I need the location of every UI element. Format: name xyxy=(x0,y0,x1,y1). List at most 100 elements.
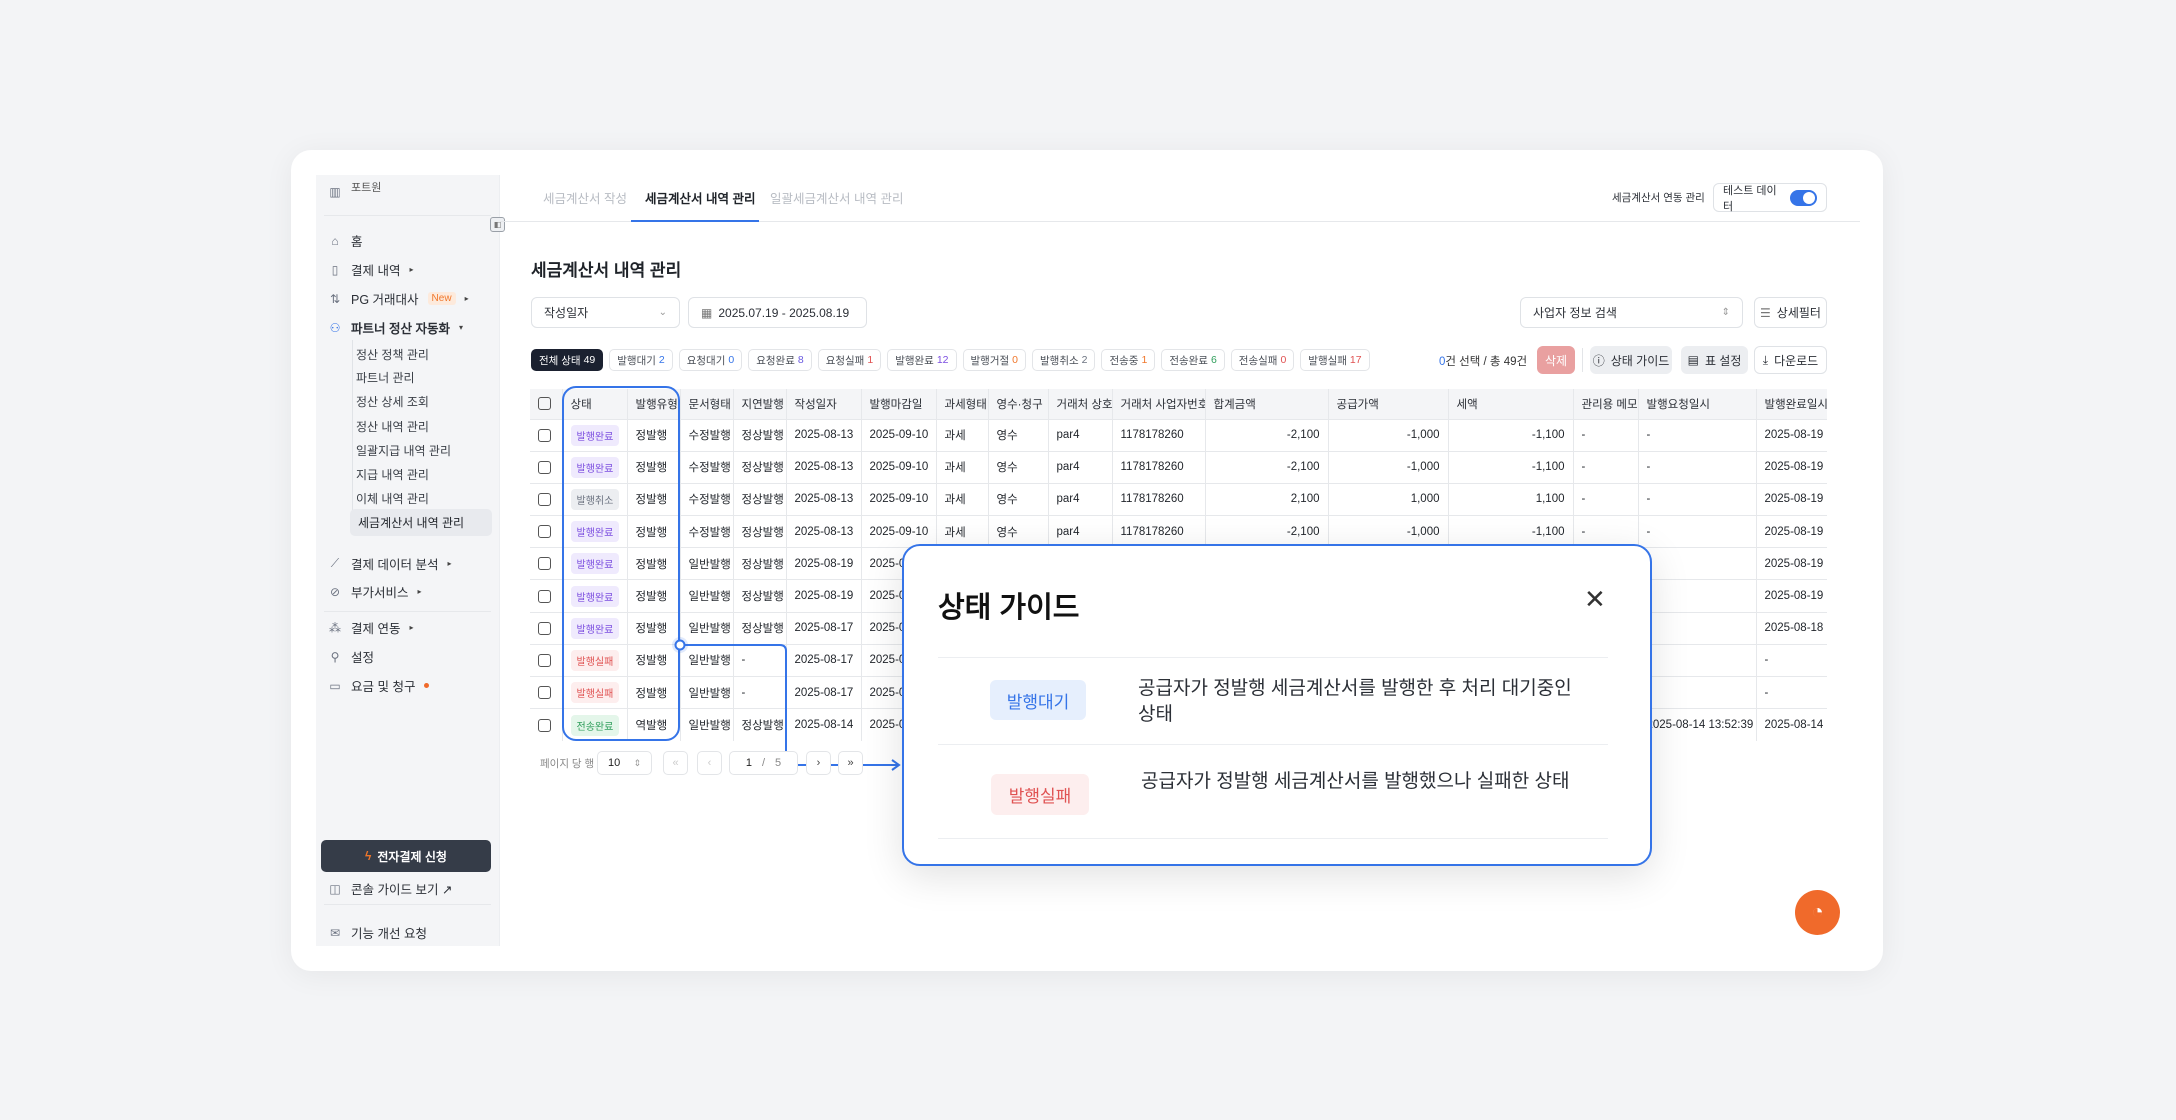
delete-button[interactable]: 삭제 xyxy=(1537,346,1575,374)
column-header[interactable]: 합계금액 xyxy=(1205,389,1329,419)
test-data-toggle[interactable]: 테스트 데이터 xyxy=(1713,183,1827,213)
sidebar-subitem[interactable]: 일괄지급 내역 관리 xyxy=(356,444,451,458)
status-chip[interactable]: 발행거절 0 xyxy=(962,349,1026,371)
filter-icon: ☰ xyxy=(1760,305,1771,320)
toggle-switch[interactable] xyxy=(1790,189,1817,206)
row-checkbox[interactable] xyxy=(530,675,563,709)
table-cell: 정발행 xyxy=(627,579,681,613)
next-page-button[interactable]: › xyxy=(806,751,831,775)
table-cell: - xyxy=(1638,515,1757,548)
sidebar-subitem[interactable]: 지급 내역 관리 xyxy=(356,468,429,482)
org-switcher[interactable]: ▥ 포트원 xyxy=(328,182,381,199)
status-chip[interactable]: 전송실패 0 xyxy=(1230,349,1295,371)
last-page-button[interactable]: » xyxy=(838,751,863,775)
status-chip[interactable]: 요청완료 8 xyxy=(748,349,812,371)
column-header[interactable]: 발행완료일시 xyxy=(1756,389,1827,419)
rows-per-page-select[interactable]: 10 ⇕ xyxy=(597,751,652,775)
status-chip[interactable]: 발행취소 2 xyxy=(1032,349,1096,371)
row-checkbox[interactable] xyxy=(530,708,563,741)
select-all-checkbox[interactable] xyxy=(530,389,563,419)
status-chip[interactable]: 전송중 1 xyxy=(1101,349,1156,371)
tab-bulk-history[interactable]: 일괄세금계산서 내역 관리 xyxy=(770,192,904,206)
sidebar-item-items3[interactable]: ⚇ 파트너 정산 자동화 ▾ xyxy=(328,318,463,337)
column-header[interactable]: 과세형태 xyxy=(936,389,989,419)
prev-page-button[interactable]: ‹ xyxy=(697,751,722,775)
table-cell: - xyxy=(733,675,787,709)
row-checkbox[interactable] xyxy=(530,515,563,548)
column-header[interactable]: 거래처 상호 xyxy=(1048,389,1113,419)
column-header[interactable]: 영수·청구 xyxy=(988,389,1049,419)
table-cell xyxy=(1638,643,1757,677)
status-chip[interactable]: 발행실패 17 xyxy=(1300,349,1370,371)
table-settings-button[interactable]: ▤ 표 설정 xyxy=(1681,346,1748,374)
table-row[interactable]: 발행취소 정발행 수정발행 정상발행 2025-08-13 2025-09-10 과세 영수 p… xyxy=(530,482,1827,516)
date-type-select[interactable]: 작성일자 ⌄ xyxy=(531,297,680,328)
status-chip[interactable]: 발행완료 12 xyxy=(887,349,957,371)
status-chip[interactable]: 요청대기 0 xyxy=(678,349,743,371)
sidebar-item-items22[interactable]: ⁂ 결제 연동 ▸ xyxy=(328,618,414,637)
first-page-button[interactable]: « xyxy=(663,751,688,775)
tab-create[interactable]: 세금계산서 작성 xyxy=(543,192,627,206)
sidebar-item-items21[interactable]: ⊘ 부가서비스 ▸ xyxy=(328,582,422,601)
chat-support-button[interactable]: ◔ xyxy=(1795,890,1840,935)
sidebar-subitem[interactable]: 세금계산서 내역 관리 xyxy=(350,509,492,536)
sidebar-subitem[interactable]: 정산 상세 조회 xyxy=(356,395,429,409)
table-row[interactable]: 발행완료 정발행 수정발행 정상발행 2025-08-13 2025-09-10 과세 영수 p… xyxy=(530,450,1827,484)
business-search-select[interactable]: 사업자 정보 검색 ⇕ xyxy=(1520,297,1743,328)
sidebar-item-items24[interactable]: ▭ 요금 및 청구 xyxy=(328,676,430,695)
row-checkbox[interactable] xyxy=(530,547,563,580)
column-header[interactable]: 공급가액 xyxy=(1328,389,1449,419)
row-checkbox[interactable] xyxy=(530,450,563,484)
rows-per-page-label: 페이지 당 행 xyxy=(540,758,595,770)
status-badge: 발행실패 xyxy=(570,682,620,704)
page-indicator[interactable]: 1 / 5 xyxy=(729,751,798,775)
row-checkbox[interactable] xyxy=(530,579,563,613)
column-header[interactable]: 관리용 메모 xyxy=(1573,389,1639,419)
status-chip[interactable]: 전체 상태 49 xyxy=(531,349,604,371)
table-cell: 2025-08-19 xyxy=(786,547,862,580)
sidebar-item-items0[interactable]: ⌂ 홈 xyxy=(328,231,362,250)
column-header[interactable]: 문서형태 xyxy=(680,389,734,419)
status-chip[interactable]: 전송완료 6 xyxy=(1161,349,1225,371)
status-chip[interactable]: 발행대기 2 xyxy=(609,349,673,371)
row-checkbox[interactable] xyxy=(530,418,563,452)
apply-payment-button[interactable]: ϟ 전자결제 신청 xyxy=(321,840,491,872)
console-guide-link[interactable]: ◫ 콘솔 가이드 보기 ↗ xyxy=(328,879,452,898)
feedback-link[interactable]: ✉ 기능 개선 요청 xyxy=(328,923,427,942)
tab-history[interactable]: 세금계산서 내역 관리 xyxy=(645,192,756,206)
table-cell: 일반발행 xyxy=(680,708,734,741)
sidebar-collapse-button[interactable]: ◧ xyxy=(490,217,505,232)
date-range-picker[interactable]: ▦ 2025.07.19 - 2025.08.19 xyxy=(688,297,867,328)
sidebar-item-items23[interactable]: ⚲ 설정 xyxy=(328,647,374,666)
table-cell: 1,000 xyxy=(1328,482,1449,516)
chip-count: 12 xyxy=(936,354,949,366)
table-cell xyxy=(1638,579,1757,613)
status-chip[interactable]: 요청실패 1 xyxy=(817,349,882,371)
column-header[interactable]: 발행요청일시 xyxy=(1638,389,1757,419)
column-header[interactable]: 세액 xyxy=(1448,389,1574,419)
table-cell: 2025-08-14 xyxy=(786,708,862,741)
sidebar-item-items20[interactable]: ⟋ 결제 데이터 분석 ▸ xyxy=(328,554,452,573)
divider xyxy=(324,611,491,612)
row-checkbox[interactable] xyxy=(530,611,563,645)
row-checkbox[interactable] xyxy=(530,482,563,516)
row-checkbox[interactable] xyxy=(530,643,563,677)
column-header[interactable]: 발행마감일 xyxy=(861,389,937,419)
column-header[interactable]: 거래처 사업자번호 xyxy=(1112,389,1206,419)
close-button[interactable]: ✕ xyxy=(1584,586,1606,612)
detail-filter-button[interactable]: ☰ 상세필터 xyxy=(1754,297,1827,328)
sidebar-item-items2[interactable]: ⇅ PG 거래대사 New ▸ xyxy=(328,289,469,308)
sidebar-subitem[interactable]: 이체 내역 관리 xyxy=(356,492,429,506)
sidebar-item-items1[interactable]: ▯ 결제 내역 ▸ xyxy=(328,260,414,279)
sidebar-subitem[interactable]: 파트너 관리 xyxy=(356,371,415,385)
status-guide-button[interactable]: ⓘ 상태 가이드 xyxy=(1590,346,1672,374)
sidebar-subitem[interactable]: 정산 정책 관리 xyxy=(356,348,429,362)
table-cell: 발행취소 xyxy=(562,482,628,516)
sidebar-subitem[interactable]: 정산 내역 관리 xyxy=(356,420,429,434)
download-button[interactable]: ⤓ 다운로드 xyxy=(1754,346,1827,374)
column-header[interactable]: 작성일자 xyxy=(786,389,862,419)
table-row[interactable]: 발행완료 정발행 수정발행 정상발행 2025-08-13 2025-09-10 과세 영수 p… xyxy=(530,418,1827,452)
table-row[interactable]: 발행완료 정발행 수정발행 정상발행 2025-08-13 2025-09-10 과세 영수 p… xyxy=(530,515,1827,548)
table-cell: 1,100 xyxy=(1448,482,1574,516)
column-header[interactable]: 지연발행 xyxy=(733,389,787,419)
